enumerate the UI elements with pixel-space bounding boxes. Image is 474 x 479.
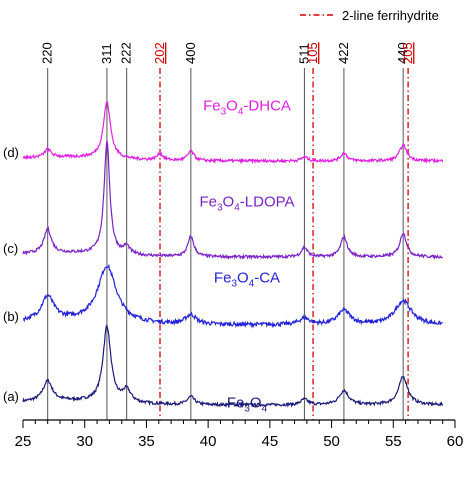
- reference-label-422: 422: [336, 42, 351, 64]
- x-tick-label: 45: [262, 433, 279, 450]
- trace-b: [22, 263, 443, 329]
- series-tag: (c): [3, 241, 18, 256]
- trace-a: [22, 324, 444, 409]
- series-label: Fe3O4-LDOPA: [199, 194, 294, 214]
- reference-label-205: 205: [400, 42, 415, 64]
- series-tag: (b): [3, 309, 19, 324]
- x-tick-label: 55: [385, 433, 402, 450]
- reference-lines: [47, 68, 409, 420]
- x-tick-label: 35: [138, 433, 155, 450]
- trace-labels: (a) Fe3O4 (b) Fe3O4-CA (c) Fe3O4-LDOPA (d) Fe3O…: [3, 98, 295, 415]
- x-axis: 25 30 35 40 45 50 55 60: [15, 419, 464, 450]
- reference-label-202: 202: [152, 42, 167, 64]
- x-tick-label: 60: [447, 433, 464, 450]
- series-tag: (d): [3, 145, 19, 160]
- reference-label-511: 511: [296, 43, 311, 64]
- reference-label-400: 400: [183, 42, 198, 64]
- reference-label-311: 311: [99, 43, 114, 64]
- legend: 2-line ferrihydrite: [300, 8, 439, 23]
- trace-d: [22, 101, 444, 165]
- reference-label-105: 105: [305, 42, 320, 64]
- legend-label: 2-line ferrihydrite: [342, 8, 439, 23]
- reference-label-222: 222: [119, 42, 134, 64]
- trace-c: [22, 140, 443, 261]
- series-label: Fe3O4: [227, 394, 268, 414]
- reference-label-220: 220: [40, 42, 55, 64]
- x-tick-label: 50: [323, 433, 340, 450]
- series-label: Fe3O4-CA: [214, 270, 280, 290]
- x-tick-label: 40: [200, 433, 217, 450]
- x-tick-label: 25: [15, 433, 32, 450]
- diffraction-traces: [22, 101, 444, 409]
- series-tag: (a): [3, 389, 19, 404]
- reference-label-440: 440: [395, 42, 410, 64]
- x-tick-label: 30: [76, 433, 93, 450]
- series-label: Fe3O4-DHCA: [203, 98, 291, 118]
